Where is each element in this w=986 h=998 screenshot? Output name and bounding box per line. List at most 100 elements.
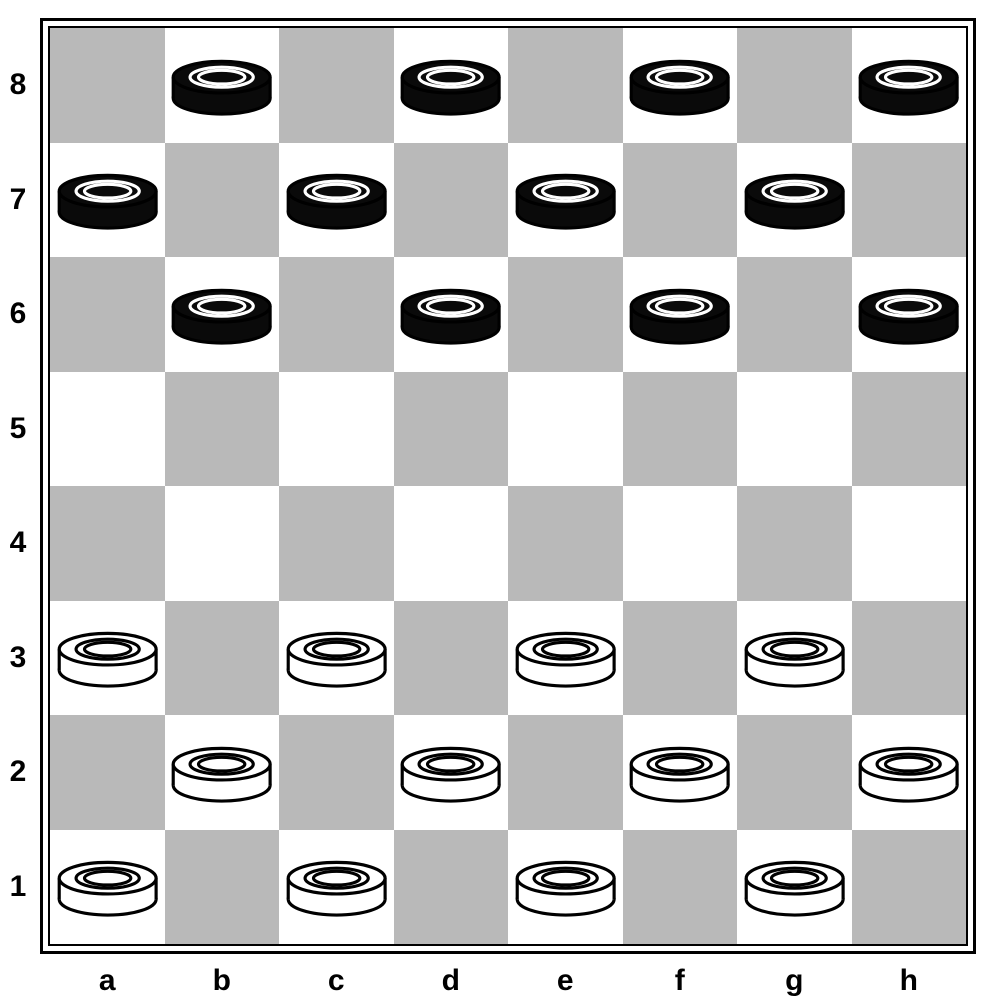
black-piece[interactable] (623, 54, 738, 117)
square-a7[interactable] (50, 143, 165, 258)
white-piece[interactable] (165, 741, 280, 804)
square-g8[interactable] (737, 28, 852, 143)
square-b3[interactable] (165, 601, 280, 716)
square-c8[interactable] (279, 28, 394, 143)
square-b2[interactable] (165, 715, 280, 830)
white-piece[interactable] (50, 855, 165, 918)
black-piece[interactable] (623, 283, 738, 346)
square-h1[interactable] (852, 830, 967, 945)
black-piece[interactable] (165, 54, 280, 117)
square-a2[interactable] (50, 715, 165, 830)
square-g5[interactable] (737, 372, 852, 487)
black-piece[interactable] (50, 168, 165, 231)
black-piece[interactable] (394, 283, 509, 346)
square-d1[interactable] (394, 830, 509, 945)
file-label-b: b (213, 964, 231, 994)
square-f8[interactable] (623, 28, 738, 143)
white-piece[interactable] (737, 855, 852, 918)
square-d4[interactable] (394, 486, 509, 601)
black-piece[interactable] (508, 168, 623, 231)
square-g1[interactable] (737, 830, 852, 945)
square-f6[interactable] (623, 257, 738, 372)
square-a6[interactable] (50, 257, 165, 372)
white-piece[interactable] (623, 741, 738, 804)
file-label-e: e (557, 964, 574, 994)
square-d6[interactable] (394, 257, 509, 372)
square-c4[interactable] (279, 486, 394, 601)
white-piece[interactable] (279, 855, 394, 918)
square-g4[interactable] (737, 486, 852, 601)
square-h2[interactable] (852, 715, 967, 830)
square-b7[interactable] (165, 143, 280, 258)
square-f1[interactable] (623, 830, 738, 945)
checkers-diagram: 87654321 abcdefgh (0, 0, 986, 998)
square-d2[interactable] (394, 715, 509, 830)
white-piece[interactable] (50, 626, 165, 689)
white-piece[interactable] (508, 626, 623, 689)
square-c3[interactable] (279, 601, 394, 716)
square-h4[interactable] (852, 486, 967, 601)
square-d5[interactable] (394, 372, 509, 487)
white-piece[interactable] (394, 741, 509, 804)
square-b6[interactable] (165, 257, 280, 372)
square-b4[interactable] (165, 486, 280, 601)
black-piece[interactable] (852, 54, 967, 117)
square-c2[interactable] (279, 715, 394, 830)
square-b5[interactable] (165, 372, 280, 487)
square-a4[interactable] (50, 486, 165, 601)
square-a5[interactable] (50, 372, 165, 487)
square-a1[interactable] (50, 830, 165, 945)
file-label-c: c (328, 964, 345, 994)
square-g3[interactable] (737, 601, 852, 716)
square-h3[interactable] (852, 601, 967, 716)
white-piece[interactable] (737, 626, 852, 689)
black-piece[interactable] (394, 54, 509, 117)
black-piece[interactable] (279, 168, 394, 231)
square-g6[interactable] (737, 257, 852, 372)
square-f3[interactable] (623, 601, 738, 716)
square-d3[interactable] (394, 601, 509, 716)
rank-label-7: 7 (0, 183, 36, 217)
square-h6[interactable] (852, 257, 967, 372)
board-grid (50, 28, 966, 944)
square-f7[interactable] (623, 143, 738, 258)
square-c7[interactable] (279, 143, 394, 258)
square-e3[interactable] (508, 601, 623, 716)
square-d7[interactable] (394, 143, 509, 258)
square-d8[interactable] (394, 28, 509, 143)
rank-label-3: 3 (0, 641, 36, 675)
white-piece[interactable] (852, 741, 967, 804)
square-g7[interactable] (737, 143, 852, 258)
file-label-h: h (900, 964, 918, 994)
square-b8[interactable] (165, 28, 280, 143)
square-h7[interactable] (852, 143, 967, 258)
square-g2[interactable] (737, 715, 852, 830)
square-c6[interactable] (279, 257, 394, 372)
square-e2[interactable] (508, 715, 623, 830)
square-c1[interactable] (279, 830, 394, 945)
square-e5[interactable] (508, 372, 623, 487)
square-e6[interactable] (508, 257, 623, 372)
board-outer-frame (40, 18, 976, 954)
black-piece[interactable] (737, 168, 852, 231)
square-e8[interactable] (508, 28, 623, 143)
square-f5[interactable] (623, 372, 738, 487)
square-f4[interactable] (623, 486, 738, 601)
square-e1[interactable] (508, 830, 623, 945)
square-e7[interactable] (508, 143, 623, 258)
black-piece[interactable] (852, 283, 967, 346)
square-f2[interactable] (623, 715, 738, 830)
file-label-f: f (675, 964, 685, 994)
white-piece[interactable] (508, 855, 623, 918)
square-h5[interactable] (852, 372, 967, 487)
black-piece[interactable] (165, 283, 280, 346)
rank-label-6: 6 (0, 297, 36, 331)
square-e4[interactable] (508, 486, 623, 601)
square-c5[interactable] (279, 372, 394, 487)
rank-label-1: 1 (0, 870, 36, 904)
square-a8[interactable] (50, 28, 165, 143)
square-b1[interactable] (165, 830, 280, 945)
square-h8[interactable] (852, 28, 967, 143)
square-a3[interactable] (50, 601, 165, 716)
white-piece[interactable] (279, 626, 394, 689)
